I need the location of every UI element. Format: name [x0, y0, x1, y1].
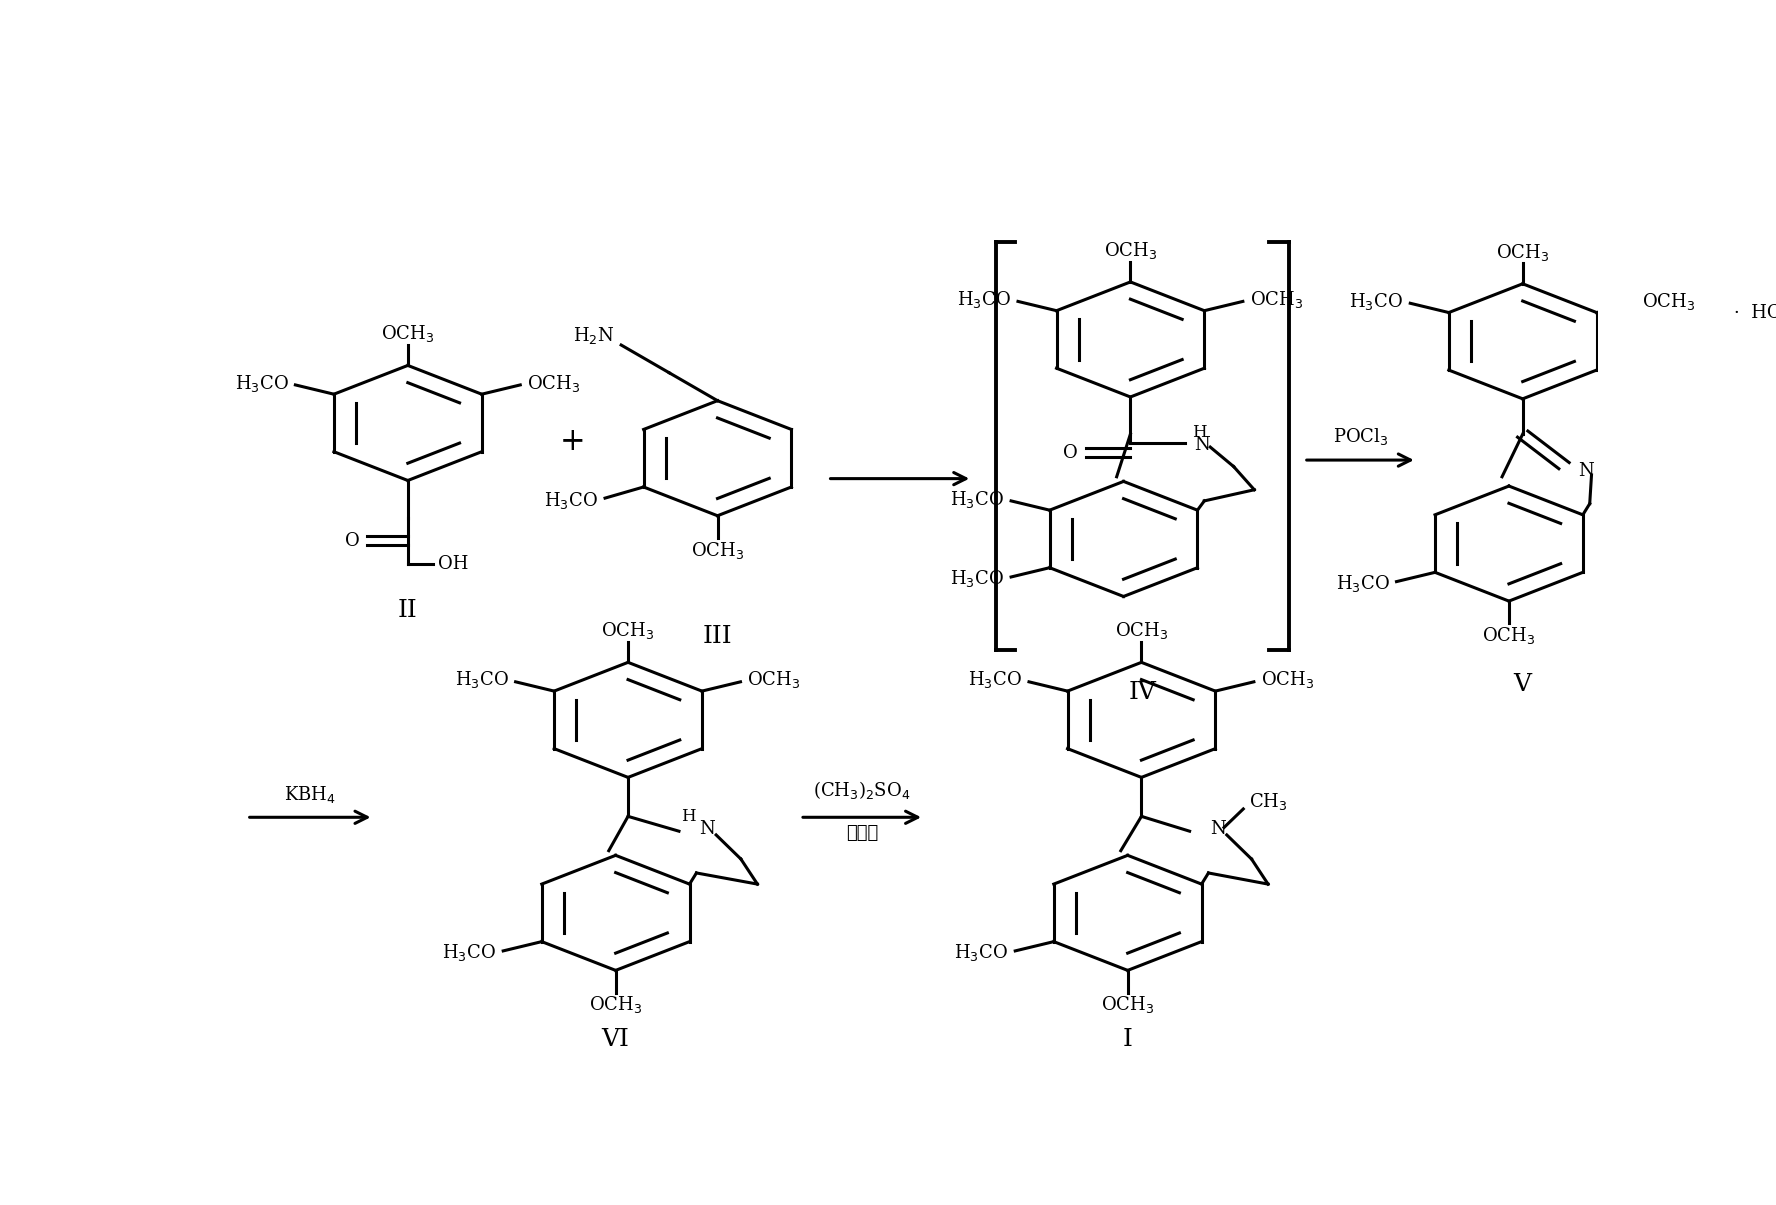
Text: H$_3$CO: H$_3$CO: [455, 670, 508, 690]
Text: +: +: [559, 427, 586, 457]
Text: H$_3$CO: H$_3$CO: [954, 942, 1009, 963]
Text: POCl$_3$: POCl$_3$: [1332, 427, 1389, 447]
Text: CH$_3$: CH$_3$: [1249, 790, 1288, 812]
Text: OCH$_3$: OCH$_3$: [590, 994, 643, 1016]
Text: H$_3$CO: H$_3$CO: [950, 569, 1003, 589]
Text: H$_3$CO: H$_3$CO: [968, 670, 1023, 690]
Text: OCH$_3$: OCH$_3$: [1250, 289, 1304, 310]
Text: VI: VI: [602, 1029, 629, 1052]
Text: H: H: [682, 807, 696, 825]
Text: (CH$_3$)$_2$SO$_4$: (CH$_3$)$_2$SO$_4$: [813, 780, 911, 801]
Text: OCH$_3$: OCH$_3$: [691, 540, 744, 560]
Text: H$_3$CO: H$_3$CO: [1336, 572, 1389, 594]
Text: N: N: [700, 821, 716, 839]
Text: KBH$_4$: KBH$_4$: [284, 783, 336, 805]
Text: OCH$_3$: OCH$_3$: [382, 323, 435, 345]
Text: O: O: [1064, 443, 1078, 462]
Text: OCH$_3$: OCH$_3$: [748, 670, 801, 690]
Text: OCH$_3$: OCH$_3$: [1103, 240, 1158, 260]
Text: III: III: [703, 625, 732, 648]
Text: H$_3$CO: H$_3$CO: [950, 488, 1003, 510]
Text: O: O: [345, 531, 359, 549]
Text: OH: OH: [439, 556, 469, 574]
Text: OCH$_3$: OCH$_3$: [1483, 625, 1536, 646]
Text: IV: IV: [1128, 681, 1156, 704]
Text: N: N: [1577, 463, 1593, 481]
Text: H$_3$CO: H$_3$CO: [442, 942, 496, 963]
Text: OCH$_3$: OCH$_3$: [1101, 994, 1154, 1016]
Text: OCH$_3$: OCH$_3$: [1115, 621, 1169, 641]
Text: H$_3$CO: H$_3$CO: [1350, 290, 1403, 312]
Text: H$_3$CO: H$_3$CO: [543, 490, 599, 511]
Text: OCH$_3$: OCH$_3$: [1495, 242, 1549, 263]
Text: OCH$_3$: OCH$_3$: [527, 372, 581, 394]
Text: H: H: [1192, 424, 1206, 441]
Text: OCH$_3$: OCH$_3$: [602, 621, 655, 641]
Text: H$_3$CO: H$_3$CO: [234, 372, 288, 394]
Text: 催化剂: 催化剂: [845, 824, 877, 842]
Text: OCH$_3$: OCH$_3$: [1643, 290, 1696, 312]
Text: II: II: [398, 599, 417, 622]
Text: H$_3$CO: H$_3$CO: [957, 289, 1011, 310]
Text: H$_2$N: H$_2$N: [574, 325, 614, 346]
Text: ·  HCl: · HCl: [1733, 304, 1776, 322]
Text: I: I: [1122, 1029, 1133, 1052]
Text: V: V: [1513, 674, 1531, 696]
Text: N: N: [1209, 821, 1225, 839]
Text: OCH$_3$: OCH$_3$: [1261, 670, 1314, 690]
Text: N: N: [1193, 436, 1209, 454]
